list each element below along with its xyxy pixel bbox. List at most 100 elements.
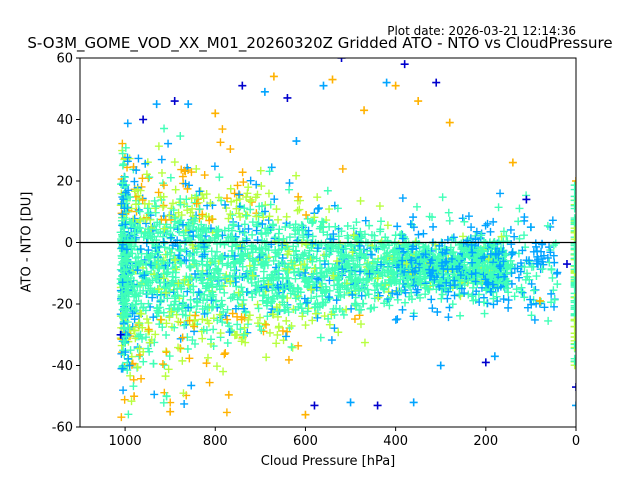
- data-point: [288, 343, 297, 352]
- data-point: [445, 118, 454, 127]
- data-point: [128, 249, 137, 258]
- y-tick-label: 40: [56, 113, 73, 128]
- data-point: [539, 251, 548, 260]
- data-point: [139, 115, 148, 124]
- data-point: [296, 196, 305, 205]
- axes: 1000 800 600 400 200 0 -60 -40 -20 0 20 40 60: [52, 52, 580, 450]
- data-point: [508, 158, 517, 167]
- data-point: [212, 362, 221, 371]
- data-point: [301, 268, 310, 277]
- data-point: [242, 192, 251, 201]
- data-point: [248, 293, 257, 302]
- data-point: [129, 326, 138, 335]
- data-point: [526, 223, 535, 232]
- data-point: [521, 275, 530, 284]
- data-point: [180, 275, 189, 284]
- data-point: [355, 287, 364, 296]
- data-point: [209, 272, 218, 281]
- data-point: [120, 300, 129, 309]
- data-point: [442, 257, 451, 266]
- data-point: [148, 293, 157, 302]
- data-point: [144, 174, 153, 183]
- data-point: [190, 322, 199, 331]
- data-point: [309, 270, 318, 279]
- data-point: [436, 361, 445, 370]
- data-point: [292, 137, 301, 146]
- data-point: [244, 274, 253, 283]
- data-point: [350, 283, 359, 292]
- data-point: [198, 315, 207, 324]
- data-point: [117, 244, 126, 253]
- data-point: [507, 240, 516, 249]
- data-point: [180, 321, 189, 330]
- data-point: [514, 273, 523, 282]
- data-point: [469, 283, 478, 292]
- data-point: [374, 293, 383, 302]
- data-point: [553, 268, 562, 277]
- data-point: [490, 352, 499, 361]
- data-point: [386, 293, 395, 302]
- data-point: [238, 227, 247, 236]
- data-point: [248, 248, 257, 257]
- data-point: [269, 72, 278, 81]
- data-point: [268, 294, 277, 303]
- data-point: [187, 194, 196, 203]
- data-point: [154, 142, 163, 151]
- data-point: [140, 271, 149, 280]
- data-point: [420, 274, 429, 283]
- data-point: [404, 240, 413, 249]
- data-point: [391, 258, 400, 267]
- data-point: [198, 296, 207, 305]
- data-point: [210, 162, 219, 171]
- data-point: [234, 190, 243, 199]
- data-point: [143, 204, 152, 213]
- data-point: [185, 273, 194, 282]
- data-point: [380, 284, 389, 293]
- data-point: [116, 330, 125, 339]
- data-point: [363, 260, 372, 269]
- data-point: [313, 204, 322, 213]
- data-point: [242, 236, 251, 245]
- data-point: [325, 294, 334, 303]
- data-point: [194, 231, 203, 240]
- data-point: [166, 407, 175, 416]
- data-point: [512, 285, 521, 294]
- data-point: [136, 330, 145, 339]
- data-point: [156, 193, 165, 202]
- data-point: [444, 208, 453, 217]
- data-point: [145, 338, 154, 347]
- data-point: [355, 260, 364, 269]
- data-point: [489, 294, 498, 303]
- data-point: [184, 280, 193, 289]
- data-point: [163, 294, 172, 303]
- data-point: [278, 326, 287, 335]
- data-point: [187, 168, 196, 177]
- data-point: [357, 266, 366, 275]
- data-point: [257, 326, 266, 335]
- data-point: [287, 259, 296, 268]
- data-point: [291, 230, 300, 239]
- data-point: [543, 221, 552, 230]
- data-point: [327, 310, 336, 319]
- data-point: [214, 193, 223, 202]
- data-point: [297, 304, 306, 313]
- data-point: [240, 204, 249, 213]
- data-point: [463, 249, 472, 258]
- data-point: [448, 234, 457, 243]
- data-point: [405, 264, 414, 273]
- data-point: [372, 281, 381, 290]
- data-point: [243, 249, 252, 258]
- data-point: [396, 265, 405, 274]
- data-point: [190, 339, 199, 348]
- data-point: [175, 227, 184, 236]
- data-point: [185, 181, 194, 190]
- data-point: [464, 212, 473, 221]
- data-point: [471, 277, 480, 286]
- data-point: [520, 231, 529, 240]
- data-point: [155, 220, 164, 229]
- data-point: [119, 336, 128, 345]
- data-point: [527, 311, 536, 320]
- data-point: [127, 301, 136, 310]
- data-point: [325, 250, 334, 259]
- data-point: [177, 285, 186, 294]
